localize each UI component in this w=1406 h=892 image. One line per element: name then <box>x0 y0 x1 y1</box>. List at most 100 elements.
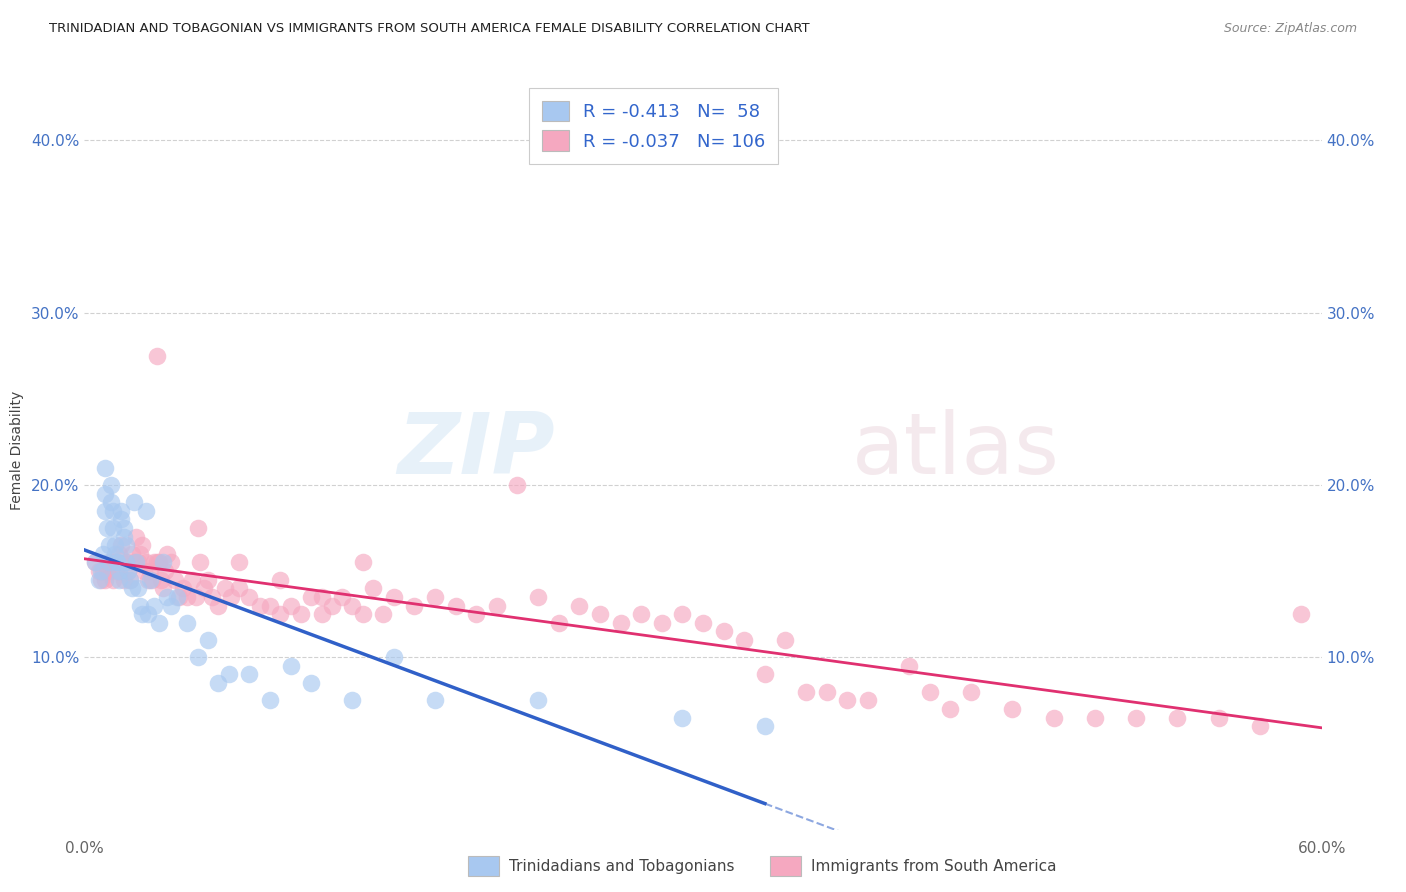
Legend: R = -0.413   N=  58, R = -0.037   N= 106: R = -0.413 N= 58, R = -0.037 N= 106 <box>529 88 778 164</box>
Point <box>160 556 183 570</box>
Point <box>630 607 652 622</box>
Point <box>152 556 174 570</box>
Point <box>149 573 172 587</box>
Text: ZIP: ZIP <box>396 409 554 492</box>
Point <box>775 633 797 648</box>
Point <box>815 684 838 698</box>
Point <box>94 504 117 518</box>
Point <box>114 556 136 570</box>
Point <box>110 512 132 526</box>
Point <box>342 693 364 707</box>
Point <box>856 693 879 707</box>
Point <box>118 573 141 587</box>
Point <box>651 615 673 630</box>
Point <box>139 564 162 578</box>
Point <box>112 530 135 544</box>
Point <box>98 556 121 570</box>
Point <box>352 556 374 570</box>
Point <box>87 573 110 587</box>
Point <box>485 599 508 613</box>
Point <box>100 478 122 492</box>
Point <box>259 599 281 613</box>
Point <box>121 582 143 596</box>
Point <box>96 564 118 578</box>
Point <box>114 538 136 552</box>
Point <box>145 556 167 570</box>
Point <box>837 693 859 707</box>
Text: TRINIDADIAN AND TOBAGONIAN VS IMMIGRANTS FROM SOUTH AMERICA FEMALE DISABILITY CO: TRINIDADIAN AND TOBAGONIAN VS IMMIGRANTS… <box>49 22 810 36</box>
Point <box>188 556 211 570</box>
Point <box>90 573 112 587</box>
Point <box>754 667 776 681</box>
Point <box>219 590 242 604</box>
Point <box>527 590 550 604</box>
Point <box>352 607 374 622</box>
Point <box>1249 719 1271 733</box>
Point <box>136 607 159 622</box>
Point <box>423 693 446 707</box>
Point <box>1001 702 1024 716</box>
Point <box>148 615 170 630</box>
Point <box>143 556 166 570</box>
Point <box>135 556 157 570</box>
Point <box>259 693 281 707</box>
Point <box>299 676 322 690</box>
Point <box>568 599 591 613</box>
Point <box>918 684 941 698</box>
Point <box>103 521 125 535</box>
Point <box>108 573 131 587</box>
Point <box>131 538 153 552</box>
Point <box>713 624 735 639</box>
Point <box>311 607 333 622</box>
Point <box>94 486 117 500</box>
Point <box>108 547 131 561</box>
Point <box>90 564 112 578</box>
Point <box>114 556 136 570</box>
Point <box>139 573 162 587</box>
Point <box>165 573 187 587</box>
Point <box>207 599 229 613</box>
Point <box>280 658 302 673</box>
Point <box>609 615 631 630</box>
Point <box>87 564 110 578</box>
Point <box>129 547 152 561</box>
Point <box>141 573 163 587</box>
Point <box>187 521 209 535</box>
Point <box>218 667 240 681</box>
Point <box>1084 710 1107 724</box>
Point <box>1125 710 1147 724</box>
Point <box>506 478 529 492</box>
Point <box>671 607 693 622</box>
Point <box>108 564 131 578</box>
Point <box>121 547 143 561</box>
Point <box>960 684 983 698</box>
Point <box>249 599 271 613</box>
Point <box>172 582 194 596</box>
Y-axis label: Female Disability: Female Disability <box>10 391 24 510</box>
Point <box>269 607 291 622</box>
Point <box>100 564 122 578</box>
Point <box>228 582 250 596</box>
Point <box>134 564 156 578</box>
Point <box>290 607 312 622</box>
Point <box>373 607 395 622</box>
Point <box>156 590 179 604</box>
Point <box>733 633 755 648</box>
Point <box>104 547 127 561</box>
Point <box>939 702 962 716</box>
Point <box>94 460 117 475</box>
Point <box>423 590 446 604</box>
Point <box>547 615 569 630</box>
Point <box>122 556 145 570</box>
Point <box>83 556 105 570</box>
Point <box>214 582 236 596</box>
Text: Source: ZipAtlas.com: Source: ZipAtlas.com <box>1223 22 1357 36</box>
Point <box>105 556 128 570</box>
Point <box>1042 710 1064 724</box>
Point <box>104 556 127 570</box>
Point <box>176 615 198 630</box>
Point <box>187 650 209 665</box>
Point <box>125 556 148 570</box>
Point <box>117 564 139 578</box>
Point <box>1166 710 1188 724</box>
